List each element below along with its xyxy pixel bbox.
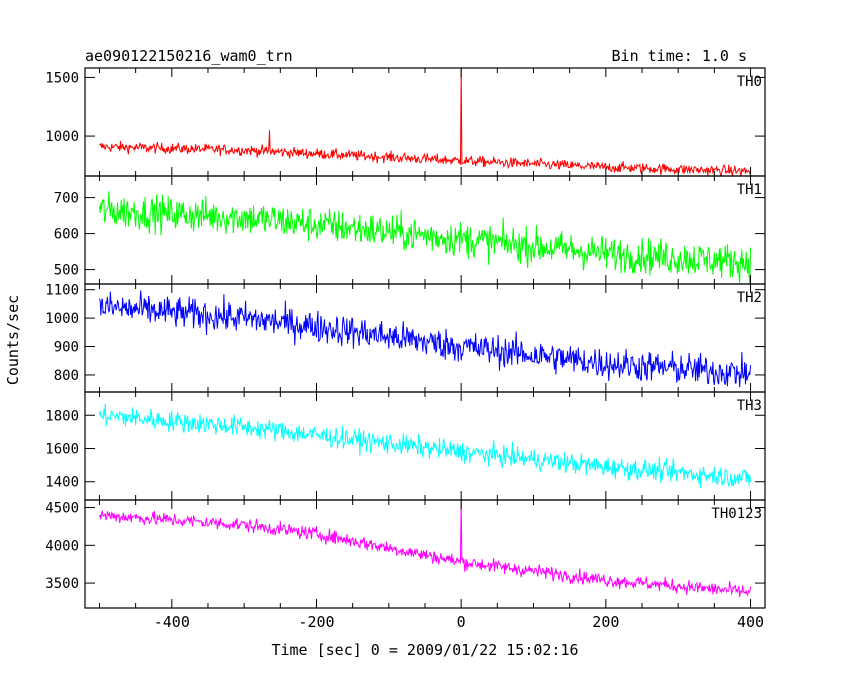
series-th1 — [98, 191, 752, 284]
x-axis-label: Time [sec] 0 = 2009/01/22 15:02:16 — [271, 641, 578, 659]
panel-label: TH2 — [737, 290, 762, 306]
panel-th2: 800 900 1000 1100 TH2 — [45, 283, 766, 393]
panel-label: TH0123 — [711, 506, 762, 522]
y-tick-label: 1800 — [45, 408, 79, 424]
series-th3 — [98, 403, 752, 489]
panel-th0123: 3500 4000 4500 TH0123 — [45, 499, 766, 609]
panel-frame — [84, 67, 766, 177]
y-tick-label: 1600 — [45, 441, 79, 457]
y-tick-label: 1100 — [45, 283, 79, 299]
series-th0 — [99, 68, 752, 176]
panel-label: TH3 — [737, 398, 762, 414]
x-tick-label: 0 — [457, 613, 466, 631]
x-tick-label: -200 — [298, 613, 334, 631]
y-tick-label: 500 — [54, 263, 79, 279]
panel-label: TH1 — [737, 182, 762, 198]
y-tick-label: 3500 — [45, 576, 79, 592]
y-tick-label: 1000 — [45, 311, 79, 327]
x-tick-label: 200 — [592, 613, 619, 631]
y-tick-label: 900 — [54, 340, 79, 356]
header-right: Bin time: 1.0 s — [612, 47, 747, 65]
panel-th0: 1000 1500 TH0 — [45, 67, 766, 177]
series-th2 — [98, 290, 752, 388]
y-tick-label: 4500 — [45, 501, 79, 517]
panel-frame — [84, 283, 766, 393]
header-left: ae090122150216_wam0_trn — [85, 47, 293, 65]
panel-th3: 1400 1600 1800 TH3 — [45, 391, 766, 501]
y-axis-label: Counts/sec — [4, 295, 22, 385]
x-tick-label: -400 — [154, 613, 190, 631]
y-tick-label: 800 — [54, 368, 79, 384]
y-tick-label: 1000 — [45, 129, 79, 145]
x-tick-label: 400 — [737, 613, 764, 631]
y-tick-label: 1500 — [45, 70, 79, 86]
y-tick-label: 1400 — [45, 475, 79, 491]
y-tick-label: 600 — [54, 227, 79, 243]
series-th0123 — [98, 500, 752, 598]
panels-group: 1000 1500 TH0 500 600 700 TH1 800 900 1000 1100 TH2… — [45, 67, 766, 631]
y-tick-label: 4000 — [45, 538, 79, 554]
y-tick-label: 700 — [54, 191, 79, 207]
panel-label: TH0 — [737, 74, 762, 90]
panel-th1: 500 600 700 TH1 — [54, 175, 766, 285]
